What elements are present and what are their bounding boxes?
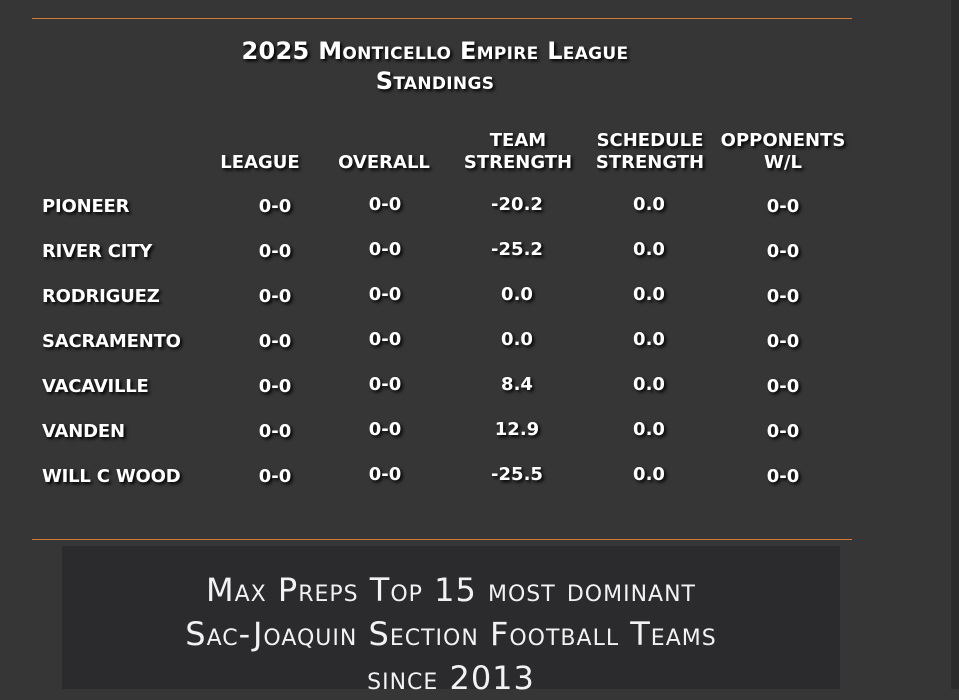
opponents-record: 0-0 [766, 331, 800, 352]
schedule-strength-value: 0.0 [633, 329, 665, 350]
col-overall: OVERALL [338, 152, 430, 173]
opponents-record: 0-0 [766, 241, 800, 262]
promo-line-1: Max Preps Top 15 most dominant [206, 571, 696, 609]
standings-title: 2025 Monticello Empire League Standings [150, 36, 720, 96]
team-name: RIVER CITY [42, 241, 153, 262]
page-edge [951, 0, 959, 689]
team-name: VACAVILLE [42, 376, 149, 397]
overall-record: 0-0 [368, 464, 402, 485]
table-row: WILL C WOOD 0-0 0-0 -25.5 0.0 0-0 [0, 464, 959, 490]
schedule-strength-value: 0.0 [633, 374, 665, 395]
promo-line-3: since 2013 [367, 659, 535, 697]
overall-record: 0-0 [368, 194, 402, 215]
overall-record: 0-0 [368, 239, 402, 260]
col-league: LEAGUE [220, 152, 300, 173]
col-schedule-strength: SCHEDULE STRENGTH [595, 130, 705, 173]
league-record: 0-0 [258, 241, 292, 262]
table-row: SACRAMENTO 0-0 0-0 0.0 0.0 0-0 [0, 329, 959, 355]
opponents-record: 0-0 [766, 466, 800, 487]
league-record: 0-0 [258, 376, 292, 397]
schedule-strength-value: 0.0 [633, 419, 665, 440]
table-row: VANDEN 0-0 0-0 12.9 0.0 0-0 [0, 419, 959, 445]
bottom-divider [32, 539, 852, 540]
team-strength-value: 8.4 [501, 374, 533, 395]
team-strength-value: -25.5 [491, 464, 543, 485]
table-row: RIVER CITY 0-0 0-0 -25.2 0.0 0-0 [0, 239, 959, 265]
schedule-strength-value: 0.0 [633, 464, 665, 485]
team-name: SACRAMENTO [42, 331, 181, 352]
team-strength-value: -25.2 [491, 239, 543, 260]
overall-record: 0-0 [368, 329, 402, 350]
team-name: RODRIGUEZ [42, 286, 160, 307]
team-name: WILL C WOOD [42, 466, 181, 487]
table-row: RODRIGUEZ 0-0 0-0 0.0 0.0 0-0 [0, 284, 959, 310]
league-record: 0-0 [258, 286, 292, 307]
team-strength-value: 0.0 [501, 329, 533, 350]
overall-record: 0-0 [368, 419, 402, 440]
opponents-record: 0-0 [766, 196, 800, 217]
title-line-2: Standings [375, 67, 495, 95]
col-opponents: OPPONENTS W/L [720, 130, 846, 173]
opponents-record: 0-0 [766, 421, 800, 442]
top-divider [32, 18, 852, 19]
schedule-strength-value: 0.0 [633, 194, 665, 215]
promo-line-2: Sac-Joaquin Section Football Teams [185, 615, 717, 653]
overall-record: 0-0 [368, 284, 402, 305]
promo-text: Max Preps Top 15 most dominant Sac-Joaqu… [62, 568, 840, 700]
league-record: 0-0 [258, 421, 292, 442]
league-record: 0-0 [258, 466, 292, 487]
schedule-strength-value: 0.0 [633, 239, 665, 260]
title-line-1: 2025 Monticello Empire League [241, 37, 629, 65]
opponents-record: 0-0 [766, 376, 800, 397]
schedule-strength-value: 0.0 [633, 284, 665, 305]
team-name: PIONEER [42, 196, 130, 217]
standings-header: LEAGUE OVERALL TEAM STRENGTH SCHEDULE ST… [0, 126, 959, 174]
team-strength-value: 12.9 [494, 419, 540, 440]
league-record: 0-0 [258, 196, 292, 217]
league-record: 0-0 [258, 331, 292, 352]
opponents-record: 0-0 [766, 286, 800, 307]
table-row: VACAVILLE 0-0 0-0 8.4 0.0 0-0 [0, 374, 959, 400]
team-strength-value: -20.2 [491, 194, 543, 215]
col-team-strength: TEAM STRENGTH [463, 130, 573, 173]
promo-banner[interactable]: Max Preps Top 15 most dominant Sac-Joaqu… [62, 546, 840, 697]
team-strength-value: 0.0 [501, 284, 533, 305]
table-row: PIONEER 0-0 0-0 -20.2 0.0 0-0 [0, 194, 959, 220]
overall-record: 0-0 [368, 374, 402, 395]
team-name: VANDEN [42, 421, 125, 442]
